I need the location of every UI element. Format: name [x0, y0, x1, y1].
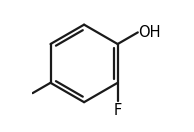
Text: OH: OH	[139, 25, 161, 40]
Text: F: F	[113, 103, 122, 118]
